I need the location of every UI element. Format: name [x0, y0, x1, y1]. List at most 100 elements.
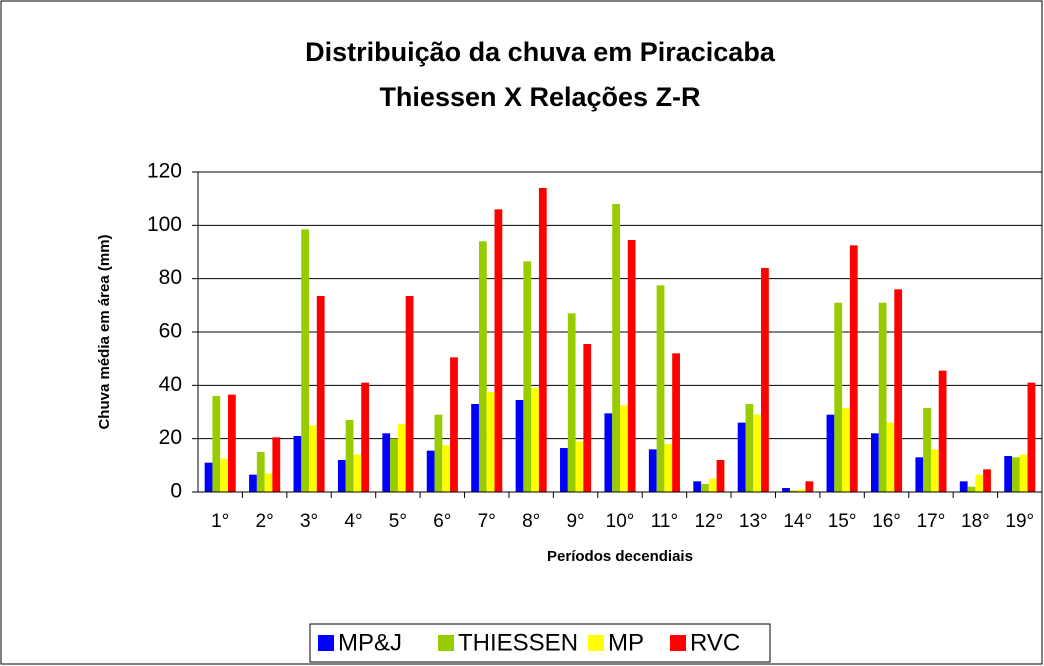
bar	[301, 229, 310, 493]
bar	[915, 457, 924, 492]
x-tick-label: 10°	[606, 511, 635, 532]
bar	[604, 413, 613, 492]
bar	[612, 204, 620, 492]
bar	[494, 209, 503, 493]
legend-swatch	[318, 635, 334, 651]
bar	[337, 460, 346, 492]
bar	[272, 437, 281, 492]
legend-label: RVC	[690, 629, 740, 656]
bar	[204, 462, 213, 492]
legend-label: MP&J	[338, 629, 402, 656]
x-tick-label: 2°	[256, 511, 274, 532]
bar	[693, 481, 702, 492]
x-tick-label: 4°	[344, 511, 362, 532]
y-tick-label: 120	[147, 160, 182, 183]
chart-title: Thiessen X Relações Z-R	[379, 82, 700, 112]
bar	[220, 458, 228, 492]
bar	[716, 460, 725, 492]
x-tick-label: 6°	[433, 511, 451, 532]
bar	[390, 438, 398, 492]
bar	[1019, 454, 1028, 492]
bar	[227, 394, 236, 492]
x-tick-label: 1°	[211, 511, 229, 532]
bar	[471, 404, 479, 492]
bar	[434, 414, 443, 492]
legend-label: MP	[608, 629, 644, 656]
x-tick-label: 5°	[389, 511, 407, 532]
x-tick-label: 3°	[300, 511, 318, 532]
x-tick-label: 19°	[1005, 511, 1034, 532]
bar	[842, 408, 850, 492]
x-tick-label: 17°	[917, 511, 946, 532]
bar	[894, 289, 903, 492]
bar	[442, 445, 451, 492]
y-tick-label: 60	[159, 320, 182, 343]
bar	[256, 452, 265, 492]
bar	[1012, 457, 1020, 492]
x-tick-label: 18°	[961, 511, 990, 532]
bar	[656, 285, 665, 492]
bar	[886, 422, 895, 492]
bar	[708, 478, 717, 492]
bar	[264, 473, 273, 492]
bar	[212, 396, 221, 492]
y-tick-label: 100	[147, 213, 182, 236]
x-tick-label: 8°	[522, 511, 540, 532]
bar	[789, 490, 798, 492]
x-tick-label: 12°	[694, 511, 723, 532]
bar	[761, 268, 769, 492]
bar	[737, 422, 746, 492]
legend-box	[309, 623, 771, 663]
bar	[515, 400, 524, 492]
bar	[805, 481, 814, 492]
bar	[345, 420, 354, 492]
bar	[672, 353, 680, 492]
bar	[797, 489, 806, 492]
legend-swatch	[438, 635, 454, 651]
bar	[959, 481, 968, 492]
y-axis-title: Chuva média em área (mm)	[96, 234, 113, 429]
bar	[316, 296, 325, 492]
y-tick-label: 0	[170, 480, 182, 503]
bar	[701, 484, 709, 492]
bar	[583, 344, 592, 492]
x-tick-label: 7°	[478, 511, 496, 532]
bar	[849, 245, 858, 492]
bar	[753, 414, 762, 492]
bar	[938, 370, 947, 492]
bar	[967, 486, 976, 492]
bar	[627, 240, 636, 492]
bar	[309, 425, 317, 492]
bar	[560, 448, 568, 492]
legend-swatch	[670, 635, 686, 651]
bar	[975, 474, 984, 492]
bar	[538, 188, 547, 492]
x-tick-label: 9°	[566, 511, 584, 532]
bar	[486, 392, 495, 492]
bar	[878, 302, 887, 492]
legend-swatch	[588, 635, 604, 651]
bar	[1004, 456, 1013, 492]
x-axis-title: Períodos decendiais	[547, 548, 693, 565]
bar	[620, 405, 628, 492]
bar	[567, 313, 576, 492]
bar	[648, 449, 657, 492]
x-tick-label: 16°	[872, 511, 901, 532]
bar	[293, 436, 302, 492]
bar	[478, 241, 487, 492]
bar	[1027, 382, 1036, 492]
y-tick-label: 40	[159, 373, 182, 396]
bar	[575, 441, 584, 492]
chart-title: Distribuição da chuva em Piracicaba	[305, 37, 776, 67]
bar	[826, 414, 835, 492]
bar	[426, 450, 435, 492]
x-tick-label: 13°	[739, 511, 768, 532]
bar	[834, 302, 843, 492]
bar	[523, 261, 532, 492]
bar	[382, 433, 391, 492]
bar	[664, 444, 673, 492]
bar	[361, 382, 370, 492]
bar	[353, 454, 362, 492]
bar	[249, 474, 257, 492]
